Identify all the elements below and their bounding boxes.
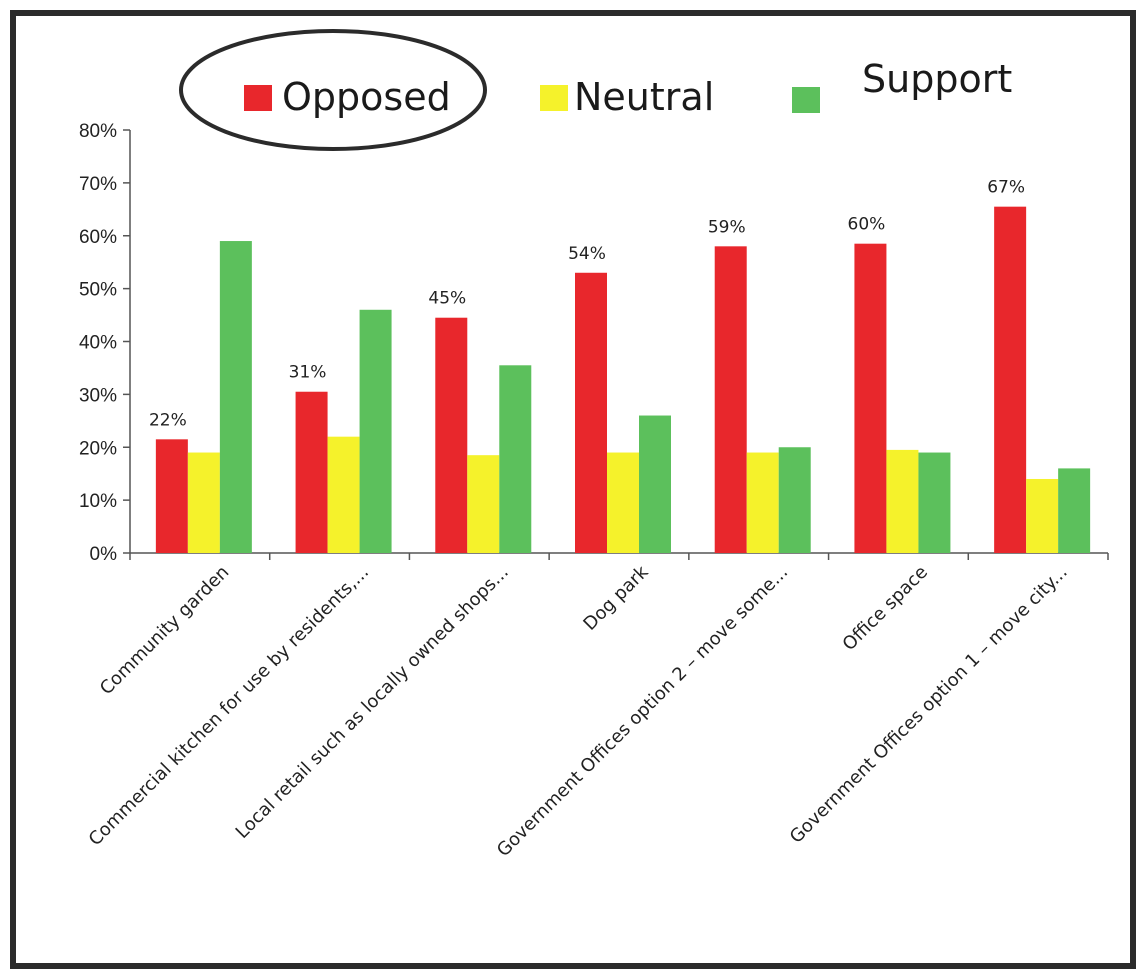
category-label: Dog park [579, 561, 652, 634]
y-tick-label: 30% [79, 385, 117, 406]
category-label: Commercial kitchen for use by residents,… [85, 562, 373, 850]
bar-support [778, 447, 811, 553]
bar-neutral [187, 452, 220, 553]
y-tick-label: 10% [79, 491, 117, 512]
bar-support [219, 241, 252, 553]
data-label-opposed: 67% [987, 178, 1025, 198]
bar-opposed [714, 246, 747, 553]
bar-neutral [1026, 478, 1059, 553]
bar-support [359, 309, 392, 553]
x-ticks [129, 553, 1109, 560]
y-tick-label: 70% [79, 174, 117, 195]
bar-opposed [435, 317, 468, 553]
bar-opposed [994, 206, 1027, 553]
legend-swatch-opposed [244, 85, 272, 111]
y-tick-label: 50% [79, 280, 117, 301]
legend-swatch-neutral [540, 85, 568, 111]
bar-opposed [155, 439, 188, 553]
bars [155, 206, 1091, 553]
data-label-opposed: 54% [568, 244, 606, 264]
bar-neutral [467, 455, 500, 553]
data-label-opposed: 31% [289, 363, 327, 383]
bar-neutral [886, 449, 919, 553]
y-ticks: 0% 10% 20% 30% 40% 50% 60% 70% 80% [79, 121, 130, 565]
bar-support [639, 415, 671, 553]
legend-label-opposed: Opposed [282, 75, 451, 119]
y-tick-label: 80% [79, 121, 117, 142]
legend-label-support: Support [862, 57, 1012, 101]
data-label-opposed: 60% [848, 215, 886, 235]
category-label: Office space [839, 562, 932, 655]
bar-opposed [295, 391, 328, 553]
bar-support [1058, 468, 1091, 553]
data-label-opposed: 22% [149, 410, 187, 430]
category-label: Government Offices option 1 – move city.… [786, 562, 1072, 848]
legend-swatch-support [792, 87, 820, 113]
bar-support [918, 452, 951, 553]
bar-opposed [854, 243, 887, 553]
category-label: Community garden [96, 562, 233, 699]
bar-neutral [327, 436, 360, 553]
y-tick-label: 60% [79, 227, 117, 248]
data-label-opposed: 59% [708, 217, 746, 237]
y-tick-label: 0% [90, 544, 118, 565]
legend-label-neutral: Neutral [574, 75, 714, 119]
bar-support [499, 365, 532, 553]
category-label: Government Offices option 2 – move some.… [493, 562, 792, 861]
y-tick-label: 40% [79, 333, 117, 354]
bar-neutral [607, 452, 639, 553]
bar-opposed [575, 272, 607, 553]
category-label: Local retail such as locally owned shops… [232, 562, 513, 843]
y-tick-label: 20% [79, 438, 117, 459]
legend: Opposed Neutral Support [179, 29, 1012, 151]
bar-neutral [746, 452, 779, 553]
data-label-opposed: 45% [428, 289, 466, 309]
legend-highlight-oval [179, 29, 487, 151]
data-labels: 22% 31% 45% 54% 59% 60% 67% [149, 178, 1025, 431]
